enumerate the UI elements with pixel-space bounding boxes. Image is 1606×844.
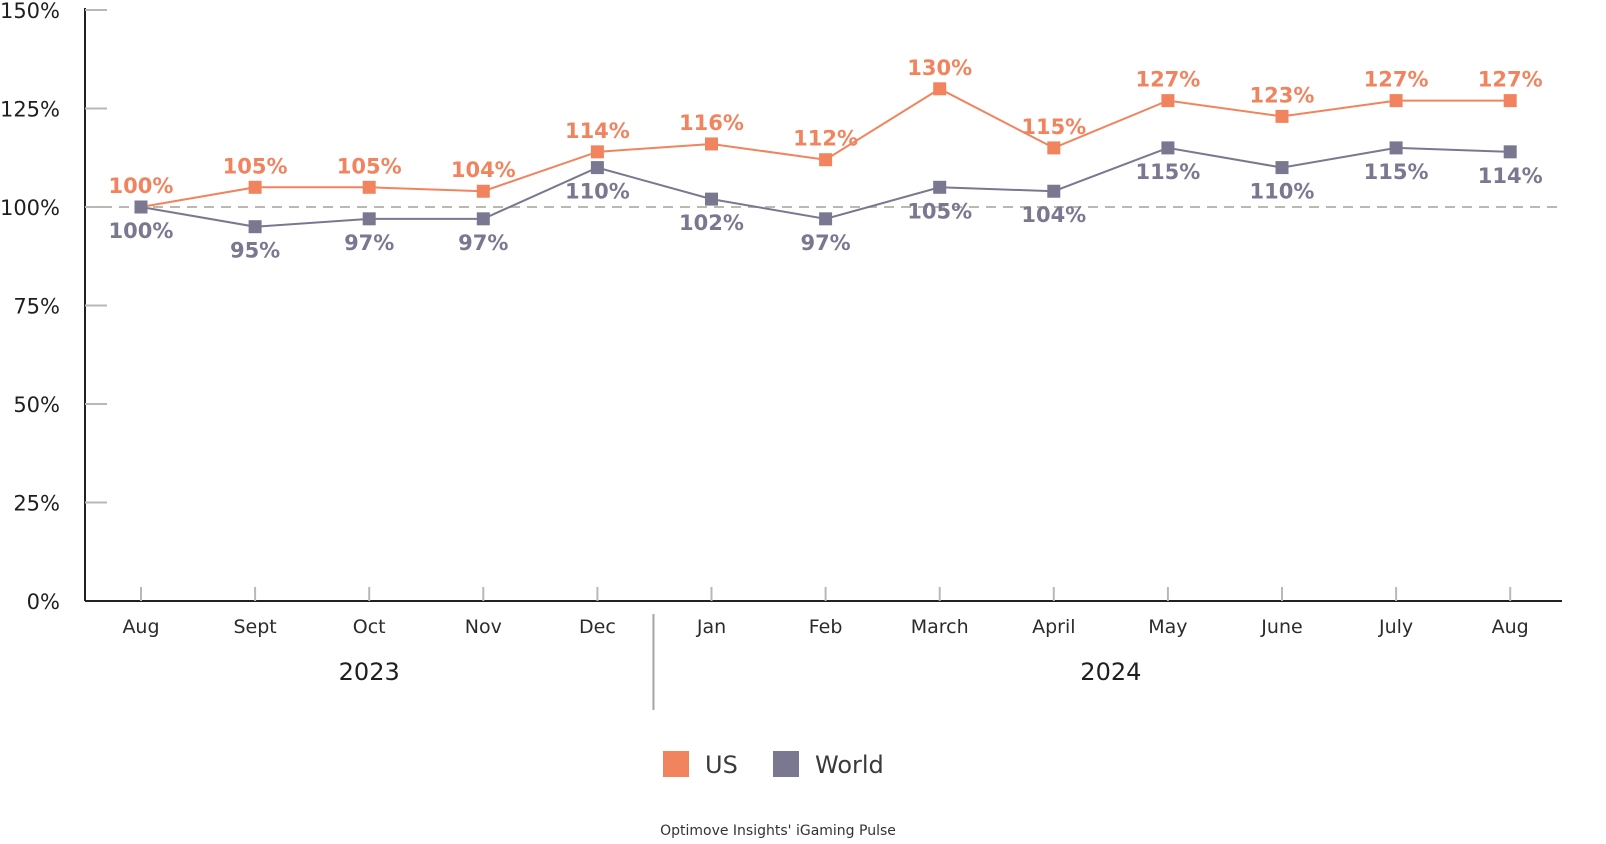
data-point-world — [248, 220, 262, 234]
data-point-us — [933, 82, 947, 96]
x-tick-label: Dec — [579, 616, 616, 638]
data-point-world — [1503, 145, 1517, 159]
y-tick-label: 150% — [0, 0, 60, 23]
data-label-world: 105% — [907, 199, 972, 223]
data-label-world: 97% — [458, 231, 508, 255]
y-tick-label: 50% — [13, 393, 60, 417]
data-point-world — [1161, 141, 1175, 155]
x-tick-label: Oct — [353, 616, 386, 638]
legend-label-world: World — [815, 751, 884, 779]
data-point-world — [1389, 141, 1403, 155]
x-tick-label: July — [1378, 616, 1413, 638]
series-lines — [134, 82, 1517, 234]
legend: US World — [663, 751, 884, 779]
data-label-us: 127% — [1135, 68, 1200, 92]
data-point-us — [476, 184, 490, 198]
x-tick-label: May — [1148, 616, 1187, 638]
data-label-world: 115% — [1135, 160, 1200, 184]
x-tick-label: June — [1260, 616, 1302, 638]
data-point-world — [819, 212, 833, 226]
data-point-world — [590, 161, 604, 175]
data-point-us — [1275, 109, 1289, 123]
x-tick-label: April — [1032, 616, 1075, 638]
data-label-us: 115% — [1021, 115, 1086, 139]
x-tick-label: Nov — [465, 616, 502, 638]
x-tick-label: Feb — [809, 616, 843, 638]
data-label-world: 110% — [1250, 180, 1315, 204]
data-point-world — [362, 212, 376, 226]
legend-swatch-us — [663, 751, 689, 777]
data-point-world — [1275, 161, 1289, 175]
data-label-us: 116% — [679, 111, 744, 135]
data-label-world: 95% — [230, 239, 280, 263]
data-label-world: 97% — [344, 231, 394, 255]
data-point-us — [705, 137, 718, 151]
data-point-us — [1503, 94, 1517, 108]
y-tick-label: 75% — [13, 295, 60, 319]
data-label-world: 114% — [1478, 164, 1543, 188]
data-label-us: 130% — [907, 56, 972, 80]
y-tick-label: 100% — [0, 196, 60, 220]
data-label-us: 104% — [451, 158, 516, 182]
data-label-us: 105% — [337, 154, 402, 178]
data-label-world: 97% — [800, 231, 850, 255]
data-labels: 100% 105% 105% 104% 114% 116% 112% 130% 115% 127%… — [109, 56, 1543, 263]
data-point-us — [1389, 94, 1403, 108]
data-label-world: 115% — [1364, 160, 1429, 184]
data-point-world — [933, 180, 947, 194]
data-label-world: 110% — [565, 180, 630, 204]
y-tick-label: 25% — [13, 492, 60, 516]
data-point-us — [248, 180, 262, 194]
data-point-world — [1047, 184, 1061, 198]
x-tick-label: March — [911, 616, 969, 638]
data-label-us: 100% — [109, 174, 174, 198]
data-label-us: 127% — [1478, 68, 1543, 92]
legend-swatch-world — [773, 751, 799, 777]
x-tick-label: Sept — [233, 616, 276, 638]
data-label-us: 123% — [1250, 83, 1315, 107]
data-point-world — [134, 200, 148, 214]
data-label-world: 102% — [679, 211, 744, 235]
y-tick-label: 0% — [27, 590, 60, 614]
x-tick-label: Jan — [696, 616, 726, 638]
data-point-us — [590, 145, 604, 159]
data-point-world — [476, 212, 490, 226]
data-label-us: 112% — [793, 127, 858, 151]
y-tick-label: 125% — [0, 98, 60, 122]
data-label-us: 114% — [565, 119, 630, 143]
data-point-us — [1161, 94, 1175, 108]
year-label: 2023 — [339, 658, 400, 686]
x-tick-label: Aug — [1492, 616, 1529, 638]
data-point-us — [362, 180, 376, 194]
data-label-world: 104% — [1021, 203, 1086, 227]
x-tick-label: Aug — [122, 616, 159, 638]
data-point-us — [819, 153, 833, 167]
source-note: Optimove Insights' iGaming Pulse — [660, 823, 896, 839]
data-point-world — [705, 192, 718, 206]
legend-label-us: US — [705, 751, 738, 779]
data-point-us — [1047, 141, 1061, 155]
data-label-us: 105% — [223, 154, 288, 178]
year-label: 2024 — [1080, 658, 1141, 686]
data-label-world: 100% — [109, 219, 174, 243]
data-label-us: 127% — [1364, 68, 1429, 92]
axes: 0% 25% 50% 75% 100% 125% 150% Aug Sept Oct Nov Dec J… — [0, 0, 1562, 710]
